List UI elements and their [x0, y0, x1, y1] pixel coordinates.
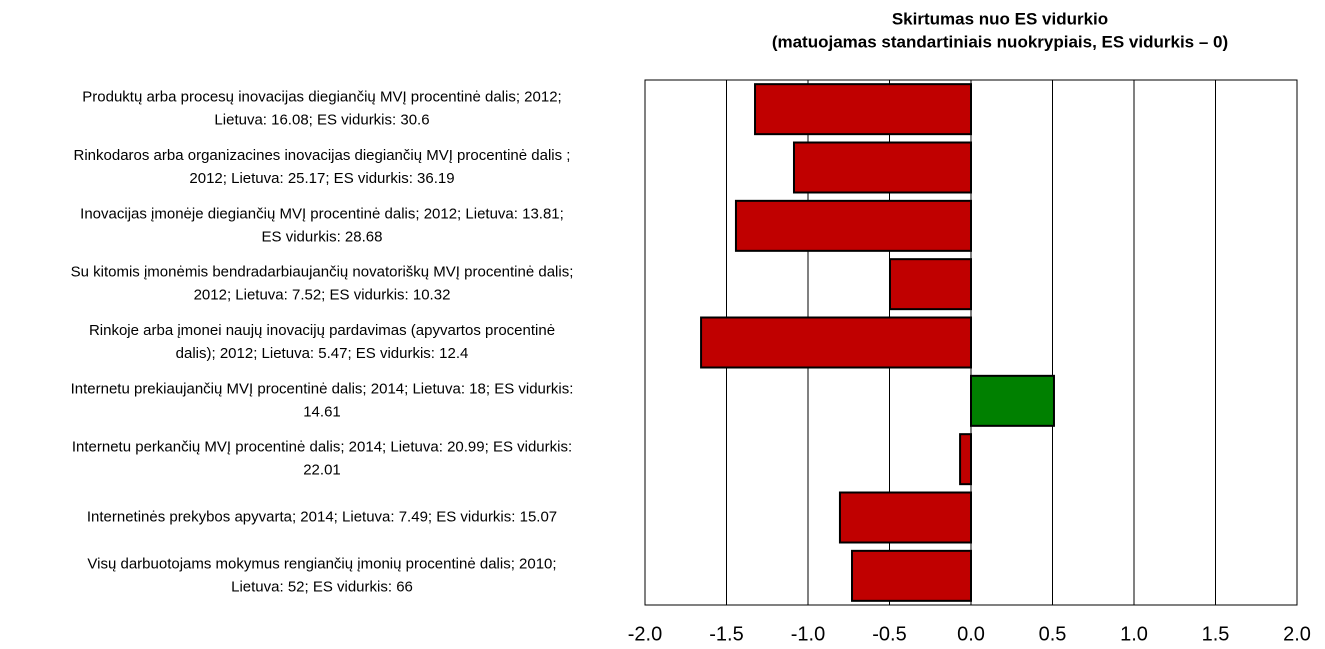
category-label: Rinkoje arba įmonei naujų inovacijų pard…: [89, 322, 555, 339]
bar: [792, 141, 972, 194]
x-tick-label: -1.0: [791, 623, 825, 645]
category-label: Rinkodaros arba organizacines inovacijas…: [74, 147, 571, 164]
x-tick-label: 1.5: [1202, 623, 1230, 645]
category-label: Lietuva: 52; ES vidurkis: 66: [231, 578, 413, 595]
x-tick-label: 0.0: [957, 623, 985, 645]
category-label: Inovacijas įmonėje diegiančių MVĮ procen…: [80, 205, 564, 222]
category-label: 14.61: [303, 403, 341, 420]
x-tick-label: -1.5: [709, 623, 743, 645]
x-tick-label: 1.0: [1120, 623, 1148, 645]
category-label: Su kitomis įmonėmis bendradarbiaujančių …: [71, 264, 574, 281]
category-label: 2012; Lietuva: 7.52; ES vidurkis: 10.32: [194, 287, 451, 304]
category-label: Internetinės prekybos apyvarta; 2014; Li…: [87, 508, 557, 525]
category-label: Lietuva: 16.08; ES vidurkis: 30.6: [214, 112, 429, 129]
chart-title: Skirtumas nuo ES vidurkio: [892, 9, 1108, 28]
category-label: 22.01: [303, 462, 341, 479]
category-label: dalis); 2012; Lietuva: 5.47; ES vidurkis…: [176, 345, 469, 362]
bar: [970, 374, 1055, 427]
x-tick-label: -2.0: [628, 623, 662, 645]
category-label: 2012; Lietuva: 25.17; ES vidurkis: 36.19: [189, 170, 454, 187]
category-label: Visų darbuotojams mokymus rengiančių įmo…: [87, 555, 556, 572]
chart-subtitle: (matuojamas standartiniais nuokrypiais, …: [772, 32, 1228, 51]
category-label: Produktų arba procesų inovacijas diegian…: [82, 89, 561, 106]
x-tick-label: 0.5: [1039, 623, 1067, 645]
x-tick-label: 2.0: [1283, 623, 1311, 645]
bar: [888, 258, 973, 311]
category-label: ES vidurkis: 28.68: [262, 228, 383, 245]
bar: [851, 549, 973, 602]
bar: [734, 199, 972, 252]
bar: [754, 83, 973, 136]
category-label: Internetu prekiaujančių MVĮ procentinė d…: [71, 380, 574, 397]
category-label: Internetu perkančių MVĮ procentinė dalis…: [72, 439, 572, 456]
bar: [959, 433, 972, 486]
bar: [700, 316, 973, 369]
x-tick-label: -0.5: [872, 623, 906, 645]
bar: [838, 491, 972, 544]
